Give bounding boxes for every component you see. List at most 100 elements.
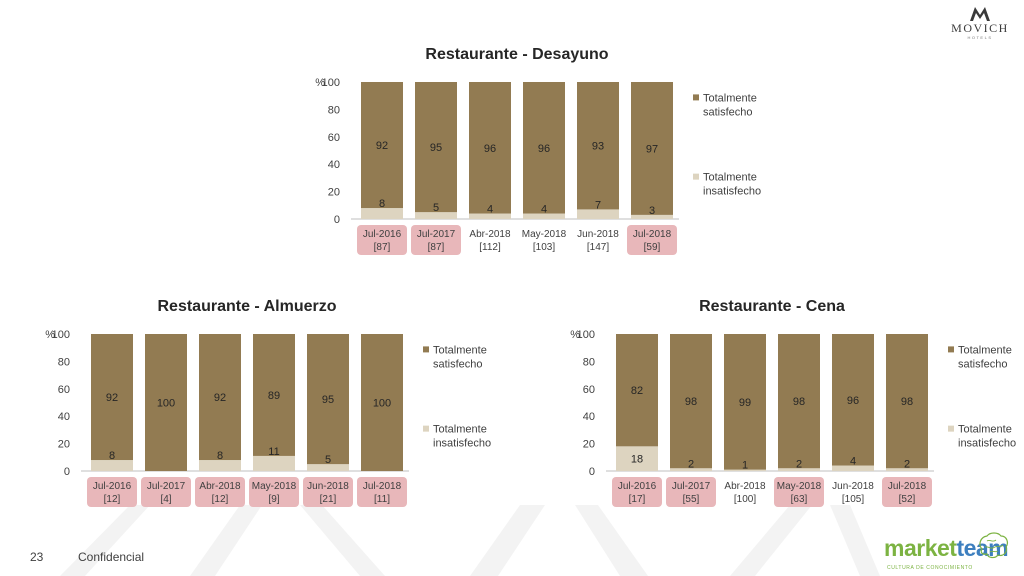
bar-unsatisfied xyxy=(415,212,457,219)
y-tick-label: 40 xyxy=(583,411,595,423)
bar-satisfied xyxy=(724,334,766,470)
x-tick-label: Abr-2018 xyxy=(469,229,511,240)
bar-satisfied xyxy=(577,82,619,210)
y-tick-label: 80 xyxy=(58,356,70,368)
x-tick-label: Jun-2018 xyxy=(832,481,874,492)
y-tick-label: 20 xyxy=(583,439,595,451)
bar-satisfied xyxy=(307,334,349,465)
brain-icon xyxy=(979,532,1008,559)
x-tick-label: Jun-2018 xyxy=(577,229,619,240)
bar-unsatisfied xyxy=(616,446,658,471)
data-label-unsatisfied: 1 xyxy=(742,460,748,472)
data-label-unsatisfied: 4 xyxy=(487,204,493,216)
x-sample-size: [100] xyxy=(734,494,756,505)
y-axis-unit: % xyxy=(570,329,580,341)
legend-swatch xyxy=(423,425,429,432)
x-tick-label: May-2018 xyxy=(777,481,822,492)
bar-satisfied xyxy=(91,334,133,461)
bar-unsatisfied xyxy=(253,455,295,471)
bar-satisfied xyxy=(670,334,712,469)
movich-brand-sub: HOTELS xyxy=(967,35,993,40)
bar-satisfied xyxy=(361,82,403,209)
legend-label-line2: insatisfecho xyxy=(958,438,1016,450)
category-highlight xyxy=(357,477,407,507)
data-label-unsatisfied: 7 xyxy=(595,199,601,211)
x-sample-size: [103] xyxy=(533,242,555,253)
y-tick-label: 0 xyxy=(64,466,70,478)
category-highlight xyxy=(195,477,245,507)
y-tick-label: 80 xyxy=(583,356,595,368)
x-tick-label: Jul-2017 xyxy=(672,481,711,492)
data-label-satisfied: 98 xyxy=(901,396,913,408)
bar-satisfied xyxy=(631,82,673,215)
y-tick-label: 20 xyxy=(58,439,70,451)
bar-satisfied xyxy=(886,334,928,469)
bar-satisfied xyxy=(361,334,403,471)
data-label-satisfied: 95 xyxy=(430,142,442,154)
legend-swatch xyxy=(693,94,699,101)
data-label-satisfied: 100 xyxy=(373,398,391,410)
legend-label-line2: insatisfecho xyxy=(433,438,491,450)
bar-satisfied xyxy=(253,334,295,456)
x-sample-size: [63] xyxy=(791,494,808,505)
y-axis-unit: % xyxy=(315,77,325,89)
category-highlight xyxy=(774,477,824,507)
data-label-unsatisfied: 2 xyxy=(904,458,910,470)
x-sample-size: [21] xyxy=(320,494,337,505)
movich-brand-name: MOVICH xyxy=(951,21,1009,35)
legend-label-line2: satisfecho xyxy=(433,358,483,370)
bar-unsatisfied xyxy=(91,460,133,471)
bar-unsatisfied xyxy=(778,468,820,471)
x-tick-label: Jul-2018 xyxy=(888,481,927,492)
marketteam-word-market: market xyxy=(884,535,957,561)
x-tick-label: May-2018 xyxy=(252,481,297,492)
data-label-satisfied: 98 xyxy=(685,396,697,408)
category-highlight xyxy=(249,477,299,507)
data-label-satisfied: 93 xyxy=(592,141,604,153)
x-tick-label: Jul-2016 xyxy=(93,481,132,492)
confidential-label: Confidencial xyxy=(78,550,145,564)
data-label-unsatisfied: 2 xyxy=(796,458,802,470)
bar-unsatisfied xyxy=(724,469,766,471)
chart-title: Restaurante - Cena xyxy=(699,298,845,315)
bar-unsatisfied xyxy=(361,208,403,219)
y-tick-label: 40 xyxy=(58,411,70,423)
data-label-satisfied: 92 xyxy=(376,140,388,152)
category-highlight xyxy=(411,225,461,255)
category-highlight xyxy=(627,225,677,255)
data-label-satisfied: 97 xyxy=(646,143,658,155)
x-sample-size: [105] xyxy=(842,494,864,505)
bar-unsatisfied xyxy=(469,213,511,219)
legend-label-line1: Totalmente xyxy=(958,424,1012,436)
legend-label-line1: Totalmente xyxy=(703,92,757,104)
x-sample-size: [59] xyxy=(644,242,661,253)
bar-satisfied xyxy=(616,334,658,447)
x-tick-label: Jul-2016 xyxy=(363,229,402,240)
page-number: 23 xyxy=(30,550,44,564)
data-label-unsatisfied: 4 xyxy=(850,456,856,468)
data-label-satisfied: 92 xyxy=(214,392,226,404)
data-label-satisfied: 82 xyxy=(631,385,643,397)
chart-title: Restaurante - Almuerzo xyxy=(158,298,337,315)
data-label-unsatisfied: 8 xyxy=(109,450,115,462)
chart-title: Restaurante - Desayuno xyxy=(425,46,608,63)
category-highlight xyxy=(87,477,137,507)
marketteam-wordmark: marketteam xyxy=(884,535,1009,562)
bar-unsatisfied xyxy=(307,464,349,471)
category-highlight xyxy=(357,225,407,255)
background-watermark xyxy=(60,505,880,576)
movich-logo: MOVICH HOTELS xyxy=(940,6,1020,42)
data-label-satisfied: 92 xyxy=(106,392,118,404)
bar-satisfied xyxy=(832,334,874,466)
legend-label-line1: Totalmente xyxy=(433,344,487,356)
data-label-satisfied: 89 xyxy=(268,390,280,402)
x-sample-size: [112] xyxy=(479,242,501,253)
x-tick-label: Jul-2018 xyxy=(363,481,402,492)
x-tick-label: Jul-2018 xyxy=(633,229,672,240)
bar-unsatisfied xyxy=(832,465,874,471)
bar-unsatisfied xyxy=(886,468,928,471)
data-label-unsatisfied: 8 xyxy=(217,450,223,462)
x-tick-label: Abr-2018 xyxy=(199,481,241,492)
y-tick-label: 80 xyxy=(328,104,340,116)
